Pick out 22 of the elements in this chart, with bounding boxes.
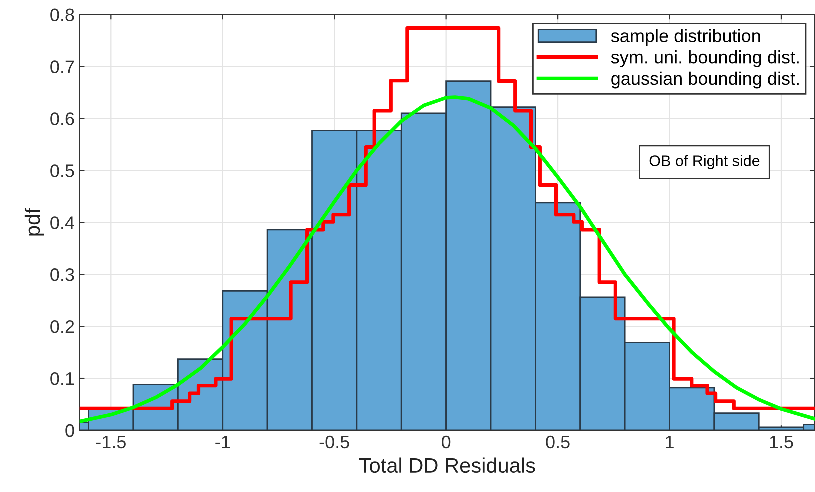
x-tick-label: 0.5 — [546, 436, 570, 449]
y-axis-title: pdf — [24, 208, 44, 236]
x-tick-label: 0 — [442, 436, 451, 449]
x-axis-title: Total DD Residuals — [359, 458, 536, 474]
y-tick-label: 0.8 — [50, 8, 74, 22]
y-tick-label: 0.1 — [50, 372, 74, 386]
y-tick-label: 0.6 — [50, 112, 74, 126]
legend-label: sym. uni. bounding dist. — [611, 50, 799, 68]
y-tick-label: 0.5 — [50, 164, 74, 178]
legend-label: gaussian bounding dist. — [612, 72, 799, 89]
legend-label: sample distribution — [611, 29, 760, 46]
y-tick-label: 0.4 — [50, 216, 74, 230]
x-tick-label: 1 — [666, 436, 674, 448]
x-tick-label: -1 — [216, 436, 230, 448]
x-tick-label: 1.5 — [770, 436, 794, 449]
x-tick-label: -0.5 — [320, 436, 350, 449]
y-tick-label: 0.3 — [50, 268, 74, 282]
y-tick-label: 0.7 — [50, 60, 74, 74]
annotation: OB of Right side — [650, 155, 760, 170]
y-tick-label: 0.2 — [50, 320, 74, 334]
y-tick-label: 0 — [66, 424, 74, 438]
x-tick-label: -1.5 — [96, 436, 126, 449]
